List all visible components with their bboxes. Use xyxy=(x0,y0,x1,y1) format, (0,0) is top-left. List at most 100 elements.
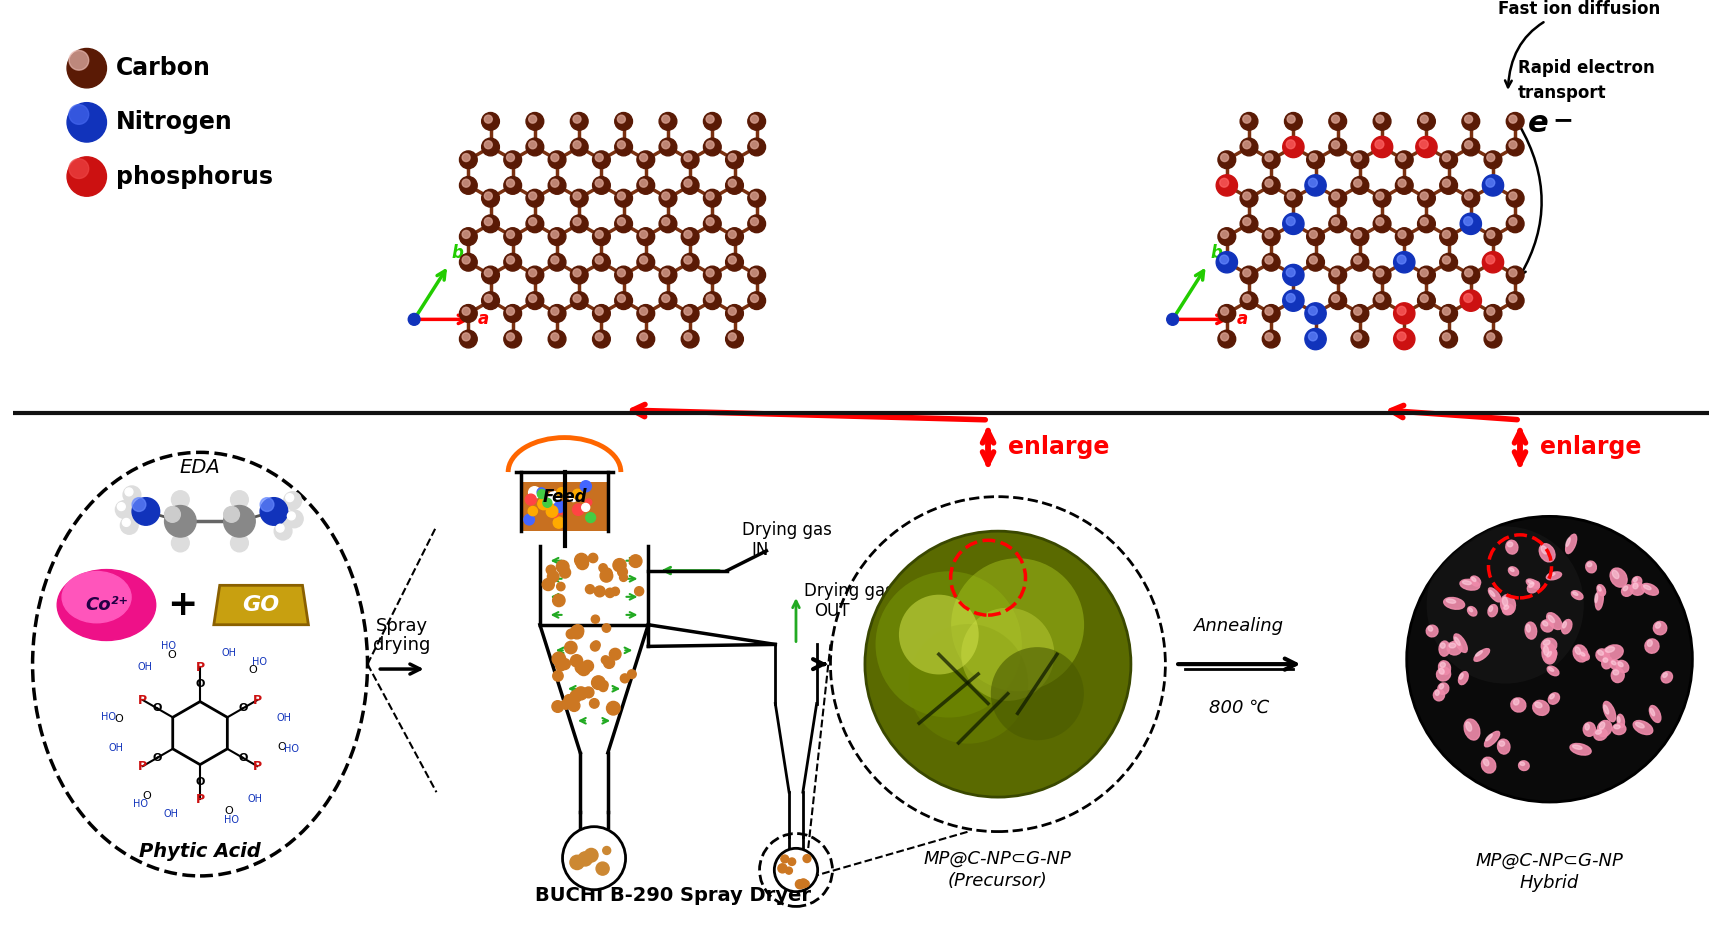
Circle shape xyxy=(1440,330,1457,348)
Circle shape xyxy=(592,676,604,690)
Circle shape xyxy=(1440,304,1457,322)
Ellipse shape xyxy=(1490,607,1493,611)
Ellipse shape xyxy=(1507,542,1512,547)
Circle shape xyxy=(542,498,551,507)
Circle shape xyxy=(615,266,632,284)
Ellipse shape xyxy=(1650,706,1660,723)
Circle shape xyxy=(121,517,138,534)
Circle shape xyxy=(546,505,558,518)
Text: HO: HO xyxy=(224,815,239,826)
Ellipse shape xyxy=(1584,724,1589,730)
Circle shape xyxy=(575,662,585,673)
Circle shape xyxy=(1240,112,1257,130)
Circle shape xyxy=(556,488,567,498)
Circle shape xyxy=(751,295,758,302)
Ellipse shape xyxy=(1534,702,1541,708)
Text: O: O xyxy=(277,742,286,753)
Circle shape xyxy=(1486,154,1495,162)
Circle shape xyxy=(615,139,632,156)
Circle shape xyxy=(1440,151,1457,168)
Circle shape xyxy=(570,112,589,130)
Circle shape xyxy=(1216,252,1238,273)
Circle shape xyxy=(585,585,594,593)
Circle shape xyxy=(899,594,978,675)
Circle shape xyxy=(484,295,492,302)
Circle shape xyxy=(1266,307,1273,315)
Circle shape xyxy=(751,140,758,149)
Text: OUT: OUT xyxy=(815,602,849,620)
Circle shape xyxy=(1217,227,1236,245)
Ellipse shape xyxy=(1548,693,1560,704)
Ellipse shape xyxy=(1570,743,1591,755)
Ellipse shape xyxy=(1546,651,1552,657)
Circle shape xyxy=(589,553,598,563)
Ellipse shape xyxy=(1503,605,1514,615)
Ellipse shape xyxy=(1614,670,1619,675)
Circle shape xyxy=(1309,154,1317,162)
Circle shape xyxy=(548,151,567,168)
Circle shape xyxy=(1486,230,1495,239)
Circle shape xyxy=(875,571,1021,718)
Circle shape xyxy=(529,115,537,124)
Circle shape xyxy=(610,649,622,660)
Ellipse shape xyxy=(1500,594,1515,614)
Circle shape xyxy=(1372,215,1391,233)
Circle shape xyxy=(611,587,620,595)
Circle shape xyxy=(570,292,589,310)
Circle shape xyxy=(1309,230,1317,239)
Circle shape xyxy=(1376,295,1384,302)
Ellipse shape xyxy=(1510,698,1526,712)
Circle shape xyxy=(1262,304,1279,322)
Circle shape xyxy=(1266,230,1273,239)
Ellipse shape xyxy=(1502,597,1508,606)
Circle shape xyxy=(725,330,744,348)
Circle shape xyxy=(584,687,594,698)
Ellipse shape xyxy=(1603,705,1608,714)
Circle shape xyxy=(789,858,796,866)
Circle shape xyxy=(484,140,492,149)
Circle shape xyxy=(1286,139,1295,149)
Circle shape xyxy=(554,501,565,512)
Circle shape xyxy=(592,304,610,322)
Circle shape xyxy=(1240,189,1257,207)
Circle shape xyxy=(548,254,567,271)
Circle shape xyxy=(637,330,654,348)
Ellipse shape xyxy=(1490,591,1495,596)
Circle shape xyxy=(577,557,589,569)
Ellipse shape xyxy=(1641,583,1658,595)
Circle shape xyxy=(1353,333,1362,341)
Text: drying: drying xyxy=(374,636,430,654)
Circle shape xyxy=(484,115,492,124)
Ellipse shape xyxy=(1503,606,1508,609)
Circle shape xyxy=(1329,139,1347,156)
Circle shape xyxy=(582,660,594,672)
Circle shape xyxy=(573,217,580,226)
Ellipse shape xyxy=(1440,663,1445,667)
Circle shape xyxy=(575,687,587,700)
Circle shape xyxy=(133,498,160,525)
Text: a: a xyxy=(479,311,489,329)
Circle shape xyxy=(1285,112,1302,130)
Circle shape xyxy=(704,215,722,233)
Circle shape xyxy=(1266,256,1273,264)
Ellipse shape xyxy=(1546,572,1562,580)
Circle shape xyxy=(596,179,603,187)
Circle shape xyxy=(684,179,692,187)
Circle shape xyxy=(553,652,565,665)
Ellipse shape xyxy=(1443,597,1465,609)
Circle shape xyxy=(482,266,499,284)
Ellipse shape xyxy=(1527,581,1539,592)
Circle shape xyxy=(591,615,599,623)
Circle shape xyxy=(1307,254,1324,271)
Circle shape xyxy=(1217,151,1236,168)
Ellipse shape xyxy=(1598,721,1612,737)
Circle shape xyxy=(1286,115,1295,124)
Circle shape xyxy=(69,159,90,179)
Circle shape xyxy=(1465,115,1472,124)
Circle shape xyxy=(706,115,715,124)
Circle shape xyxy=(1353,154,1362,162)
Circle shape xyxy=(639,333,647,341)
Circle shape xyxy=(580,481,591,491)
Circle shape xyxy=(1443,154,1450,162)
Ellipse shape xyxy=(1596,649,1610,662)
